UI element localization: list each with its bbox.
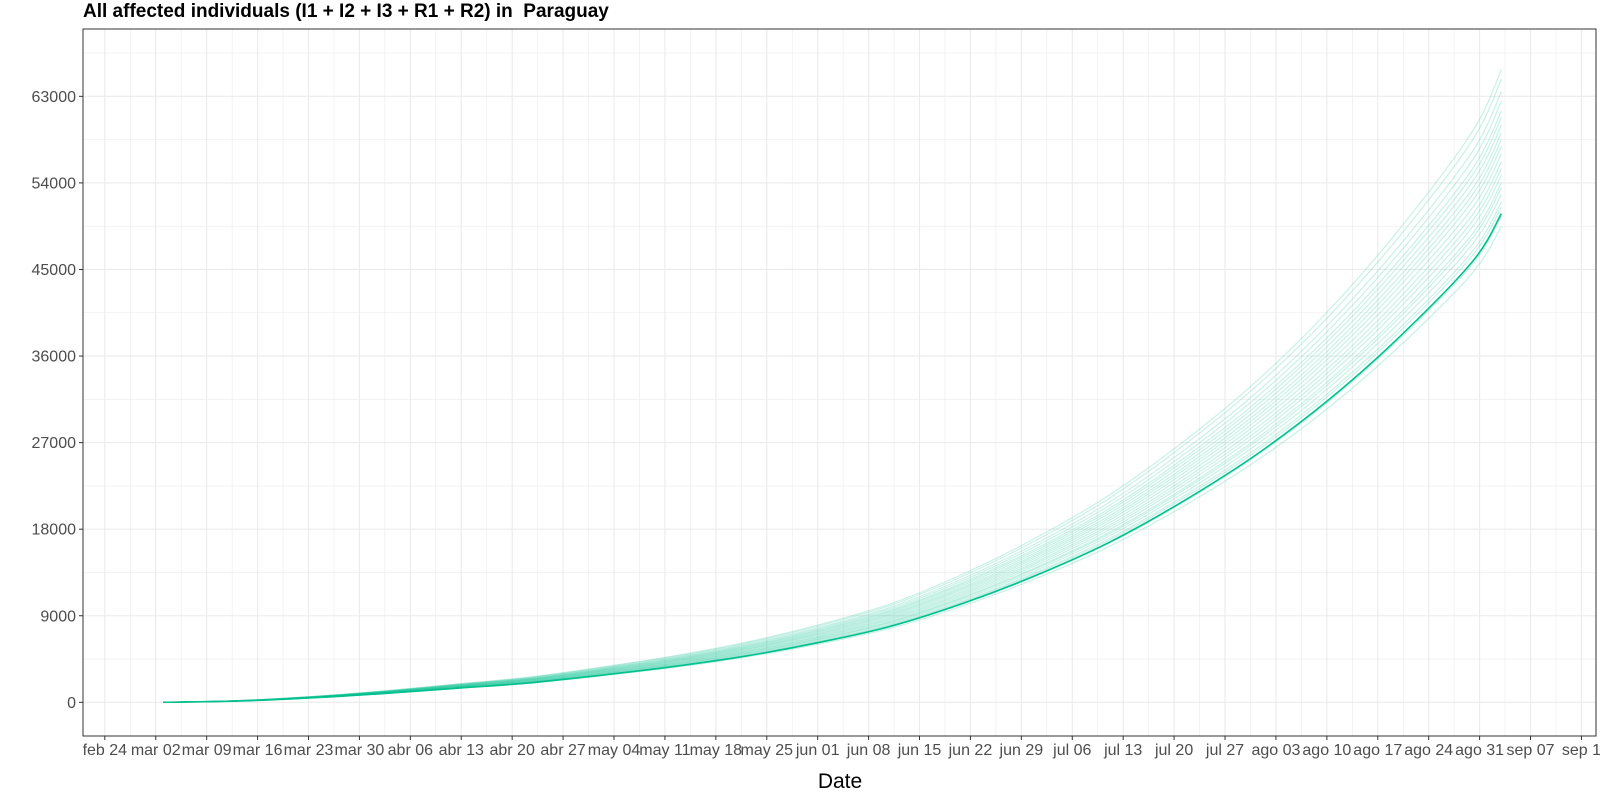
x-tick-label: may 04	[588, 742, 641, 759]
y-tick-label: 27000	[32, 435, 77, 452]
x-tick-label: feb 24	[83, 742, 128, 759]
x-tick-label: mar 30	[335, 742, 385, 759]
x-tick-label: may 11	[639, 742, 690, 759]
x-tick-label: jun 01	[795, 742, 840, 759]
grid-lines	[83, 29, 1596, 736]
x-tick-label: ago 17	[1353, 742, 1402, 759]
x-tick-label: may 25	[741, 742, 794, 759]
x-tick-label: abr 27	[540, 742, 585, 759]
x-tick-label: jul 27	[1205, 742, 1244, 759]
x-tick-label: jun 29	[999, 742, 1044, 759]
chart-title: All affected individuals (I1 + I2 + I3 +…	[83, 1, 609, 22]
ensemble-line	[162, 124, 1502, 703]
ensemble-line	[162, 139, 1502, 703]
y-tick-label: 0	[67, 695, 76, 712]
x-tick-label: jul 06	[1052, 742, 1091, 759]
x-tick-label: mar 16	[233, 742, 283, 759]
x-axis: feb 24 mar 02 mar 09 mar 16 mar 23 mar 30 abr …	[83, 736, 1600, 759]
y-tick-label: 63000	[32, 89, 77, 106]
y-axis: 0 9000 18000 27000 36000 45000 54000 63000	[32, 89, 83, 712]
ensemble-line	[162, 100, 1502, 703]
y-tick-label: 45000	[32, 262, 77, 279]
ensemble-line	[162, 168, 1502, 703]
ensemble-line	[162, 91, 1502, 703]
main-series-line	[162, 213, 1503, 704]
x-tick-label: abr 06	[388, 742, 433, 759]
ensemble-lines	[162, 69, 1502, 703]
x-tick-label: ago 10	[1302, 742, 1351, 759]
ensemble-line	[162, 161, 1502, 703]
ensemble-line	[162, 174, 1502, 703]
y-tick-label: 54000	[32, 175, 77, 192]
ensemble-line	[162, 146, 1502, 703]
y-tick-label: 9000	[40, 608, 76, 625]
x-axis-label: Date	[817, 770, 863, 793]
y-tick-label: 36000	[32, 349, 77, 366]
x-tick-label: ago 24	[1404, 742, 1453, 759]
x-tick-label: sep 1	[1562, 742, 1600, 759]
x-tick-label: mar 02	[131, 742, 181, 759]
panel-border	[82, 28, 1597, 737]
main-line	[162, 213, 1503, 704]
x-tick-label: ago 31	[1455, 742, 1504, 759]
x-tick-label: jun 08	[846, 742, 891, 759]
ensemble-line	[162, 117, 1502, 703]
ensemble-line	[162, 110, 1502, 703]
x-tick-label: jun 15	[897, 742, 942, 759]
ensemble-line	[162, 78, 1502, 703]
x-tick-label: jul 20	[1154, 742, 1193, 759]
x-tick-label: abr 20	[489, 742, 534, 759]
ensemble-line	[162, 69, 1502, 703]
x-tick-label: jun 22	[948, 742, 993, 759]
y-tick-label: 18000	[32, 522, 77, 539]
x-tick-label: mar 09	[182, 742, 232, 759]
ensemble-line	[162, 132, 1502, 703]
ensemble-line	[162, 153, 1502, 703]
x-tick-label: mar 23	[284, 742, 334, 759]
x-tick-label: jul 13	[1103, 742, 1142, 759]
x-tick-label: may 18	[690, 742, 743, 759]
x-tick-label: ago 03	[1251, 742, 1300, 759]
x-tick-label: sep 07	[1507, 742, 1555, 759]
x-tick-label: abr 13	[439, 742, 484, 759]
